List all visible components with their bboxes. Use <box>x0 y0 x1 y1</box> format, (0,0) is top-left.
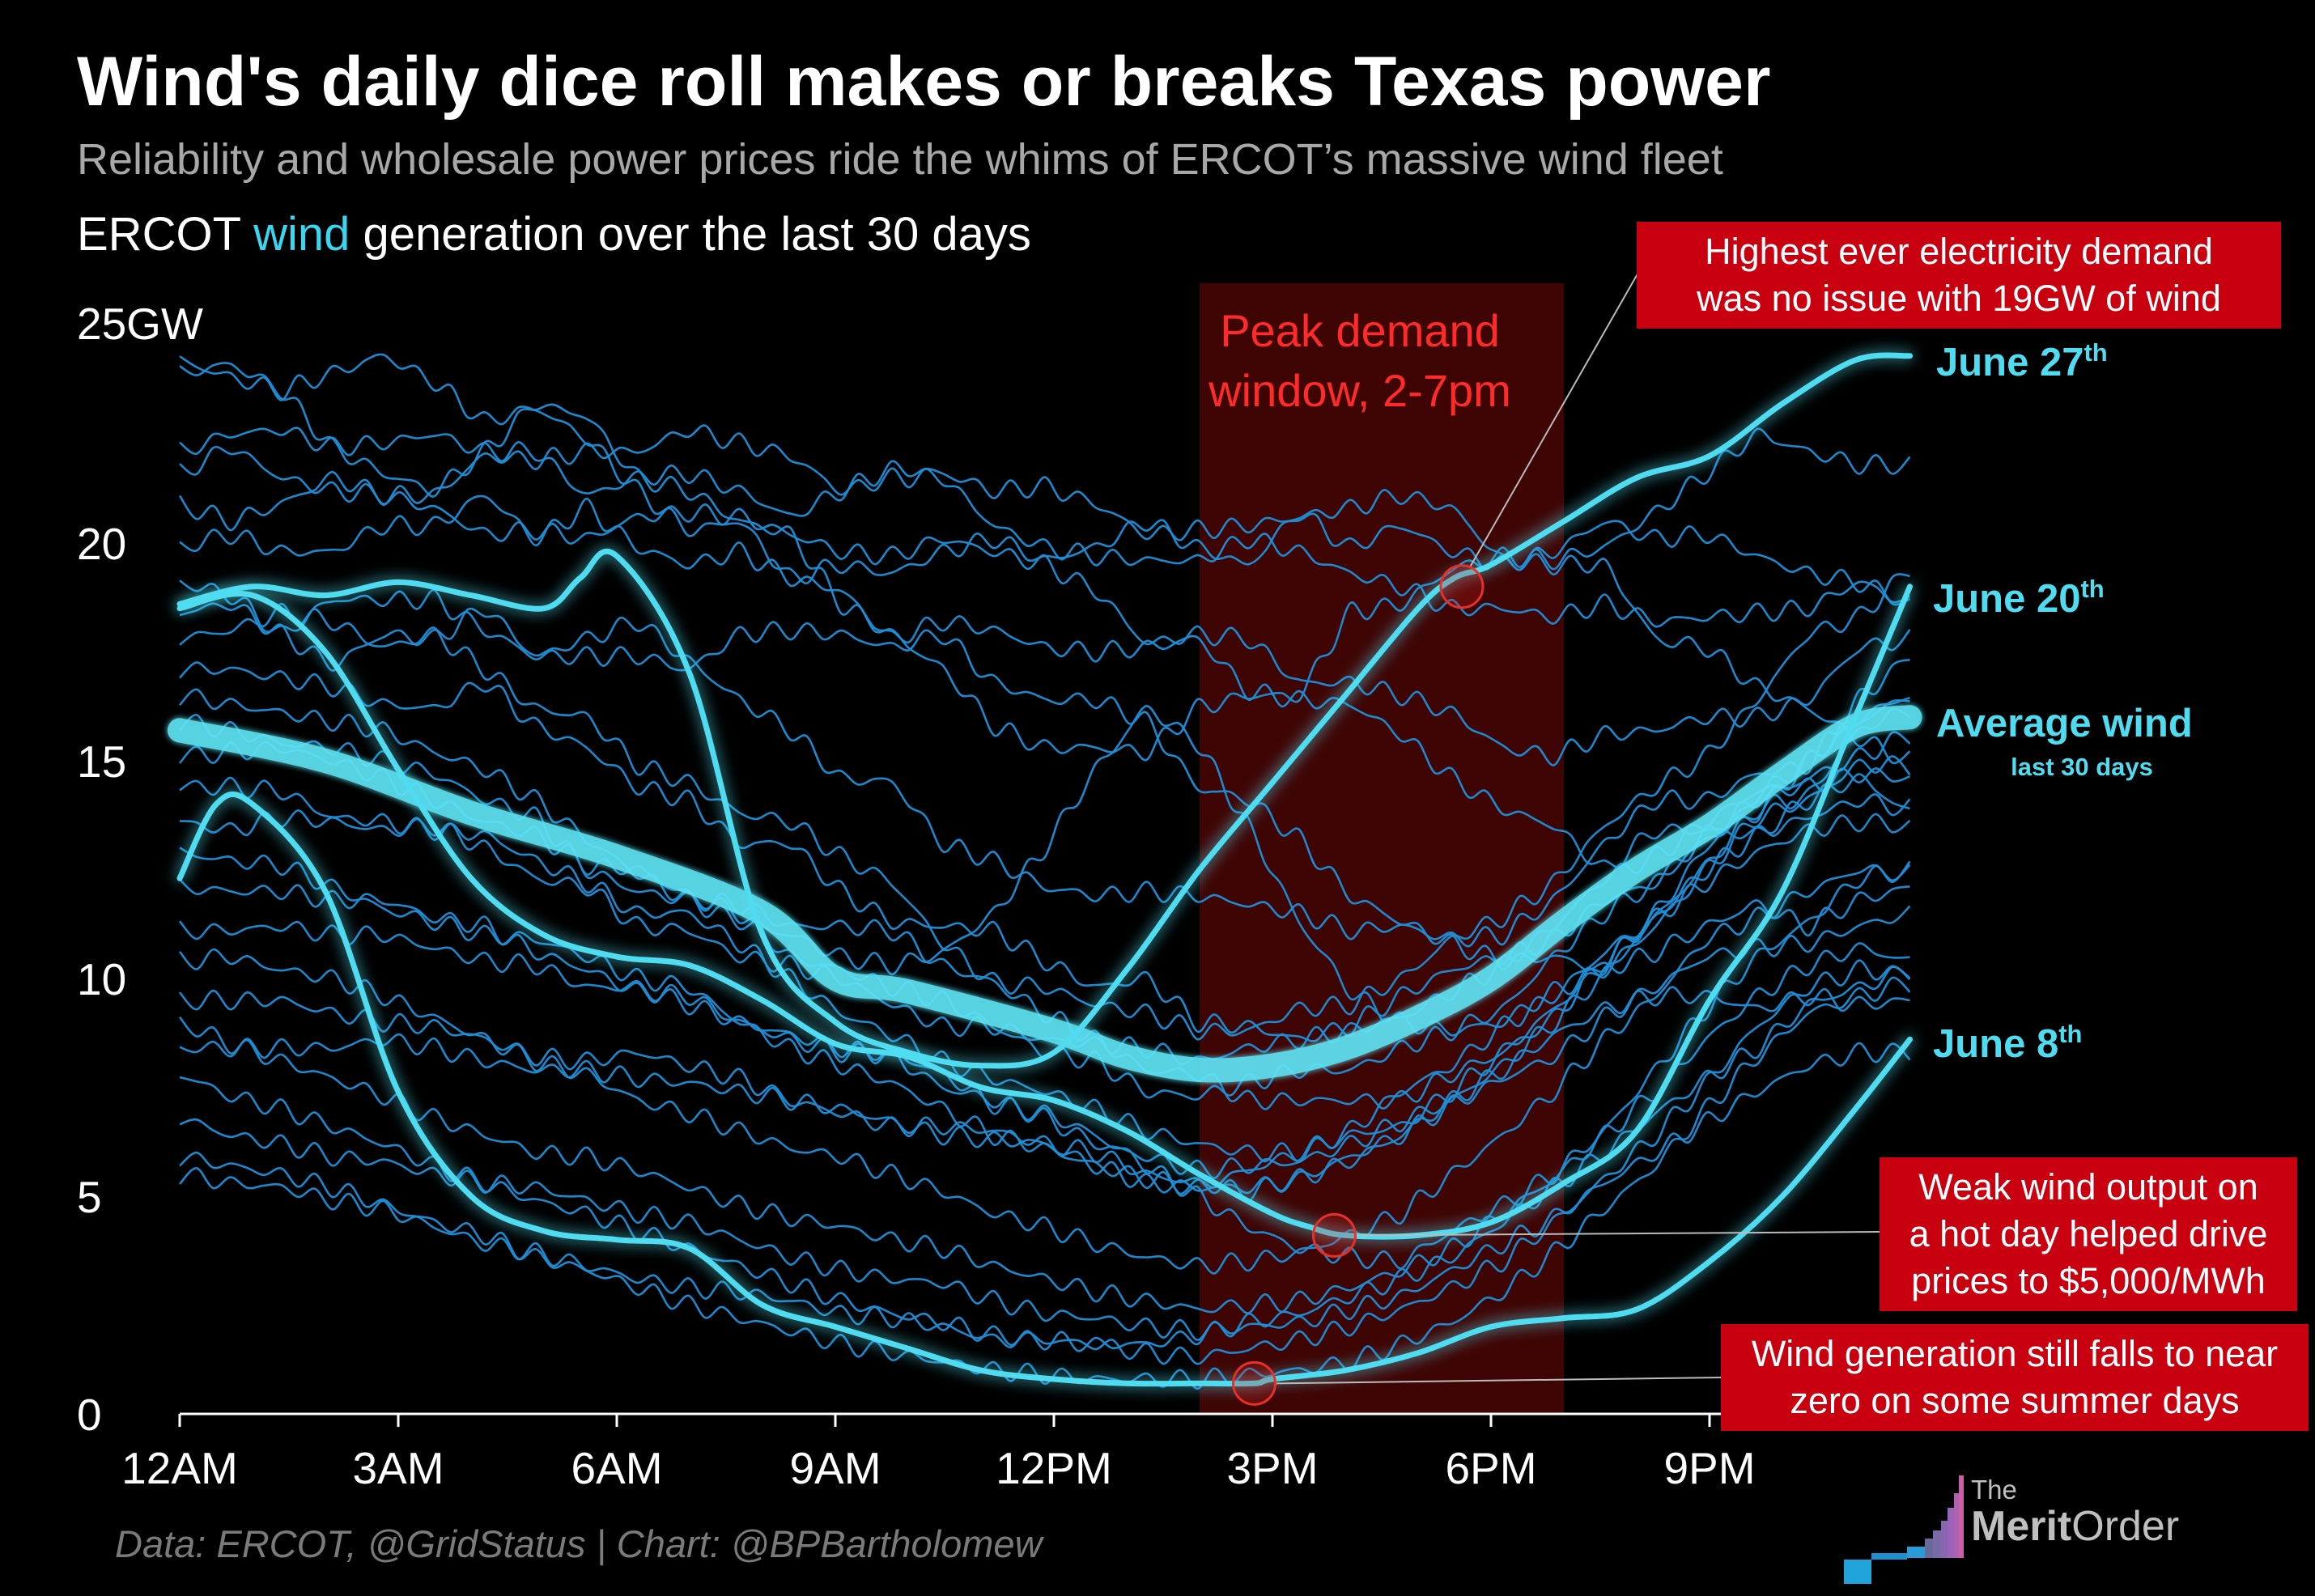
highlight-series-line <box>176 352 1913 1069</box>
callout-weak-wind-line2: a hot day helped drive <box>1909 1213 2268 1254</box>
x-tick-label: 9AM <box>789 1443 881 1493</box>
background-series-line <box>179 579 1910 974</box>
label-june20-sup: th <box>2080 575 2104 603</box>
annotation-marker-circle <box>1439 564 1485 609</box>
annotation-leader-line <box>1469 270 1640 568</box>
background-series-line <box>179 1042 1911 1341</box>
logo-the: The <box>1971 1475 2017 1505</box>
callout-near-zero-line1: Wind generation still falls to near <box>1751 1333 2279 1374</box>
logo-bar <box>1907 1547 1925 1558</box>
callout-weak-wind-line1: Weak wind output on <box>1918 1166 2258 1208</box>
x-tick-label: 12AM <box>121 1443 238 1493</box>
callout-weak-wind: Weak wind output on a hot day helped dri… <box>1880 1157 2297 1311</box>
logo-bar <box>1959 1475 1964 1558</box>
axes-group: 12AM 3AM 6AM 9AM 12PM 3PM 6PM 9PM 0 5 10 15 20 <box>77 519 1910 1493</box>
annotation-leader-line <box>1275 1377 1722 1385</box>
background-series-line <box>179 976 1911 1390</box>
label-june8-sup: th <box>2058 1020 2082 1048</box>
peak-window-label-line1: Peak demand <box>1220 305 1500 356</box>
background-series-group <box>178 353 1911 1390</box>
logo-merit-order: MeritOrder <box>1971 1502 2179 1551</box>
background-series-line <box>179 573 1910 1041</box>
x-tick-label: 12PM <box>996 1443 1112 1493</box>
background-series-line <box>178 424 1911 628</box>
y-tick-label: 0 <box>77 1390 102 1440</box>
callout-near-zero: Wind generation still falls to near zero… <box>1721 1324 2309 1431</box>
y-tick-label: 10 <box>77 954 126 1004</box>
logo-bar <box>1933 1530 1941 1558</box>
background-series-line <box>179 860 1911 1270</box>
background-series-line <box>179 353 1910 606</box>
label-june27: June 27th <box>1936 338 2108 384</box>
callout-near-zero-line2: zero on some summer days <box>1790 1380 2240 1421</box>
highlight-series-line <box>176 791 1913 1387</box>
highlighted-series-group <box>168 352 1922 1387</box>
average-wind-line <box>168 705 1922 1083</box>
callout-record-demand-line1: Highest ever electricity demand <box>1705 231 2213 272</box>
background-series-line <box>179 445 1911 766</box>
x-tick-label: 6PM <box>1445 1443 1536 1493</box>
logo-bar <box>1844 1560 1871 1584</box>
logo-bar <box>1948 1508 1954 1558</box>
heading-suffix: generation over the last 30 days <box>350 208 1031 261</box>
background-series-line <box>179 602 1910 948</box>
callout-weak-wind-line3: prices to $5,000/MWh <box>1911 1260 2266 1301</box>
chart-heading: ERCOT wind generation over the last 30 d… <box>77 207 1031 261</box>
annotation-leader-line <box>1355 1231 1880 1237</box>
chart-title: Wind's daily dice roll makes or breaks T… <box>77 43 1771 121</box>
background-series-line <box>179 986 1910 1195</box>
y-tick-label: 5 <box>77 1172 102 1222</box>
background-series-line <box>179 362 1911 762</box>
background-series-line <box>179 793 1911 1179</box>
background-series-line <box>179 707 1911 1110</box>
callout-record-demand: Highest ever electricity demand was no i… <box>1637 222 2281 329</box>
highlight-series-line <box>176 584 1913 1240</box>
x-tick-label: 9PM <box>1663 1443 1755 1493</box>
background-series-line <box>179 959 1911 1365</box>
annotation-markers <box>1232 270 1880 1406</box>
background-series-line <box>179 696 1910 1164</box>
logo-merit: Merit <box>1971 1503 2072 1550</box>
annotation-marker-circle <box>1312 1212 1357 1258</box>
logo-bar <box>1954 1493 1959 1558</box>
logo-bar <box>1925 1539 1933 1558</box>
background-series-line <box>179 905 1911 1203</box>
heading-highlight: wind <box>253 208 350 261</box>
merit-order-logo-icon <box>1844 1475 1964 1584</box>
y-axis-unit-label: 25GW <box>77 299 203 349</box>
annotation-marker-circle <box>1232 1360 1276 1406</box>
y-tick-label: 15 <box>77 736 126 787</box>
background-series-line <box>179 427 1911 765</box>
x-tick-label: 3AM <box>352 1443 444 1493</box>
chart-subtitle: Reliability and wholesale power prices r… <box>77 135 1723 184</box>
label-june27-name: June 27 <box>1936 341 2084 384</box>
label-june8-name: June 8 <box>1933 1022 2058 1066</box>
background-series-line <box>179 688 1911 1037</box>
label-june27-sup: th <box>2084 338 2107 367</box>
logo-bar <box>1871 1553 1907 1560</box>
callout-record-demand-line2: was no issue with 19GW of wind <box>1697 278 2221 319</box>
source-credit: Data: ERCOT, @GridStatus | Chart: @BPBar… <box>115 1522 1043 1565</box>
label-june8: June 8th <box>1933 1020 2083 1066</box>
background-series-line <box>178 942 1910 1314</box>
heading-prefix: ERCOT <box>77 208 254 261</box>
label-june20-name: June 20 <box>1933 577 2080 621</box>
logo-bar <box>1941 1521 1948 1558</box>
label-june20: June 20th <box>1933 575 2105 621</box>
label-average-wind-sub: last 30 days <box>2011 753 2153 781</box>
y-tick-label: 20 <box>77 519 126 569</box>
label-average-wind: Average wind <box>1936 702 2193 745</box>
x-tick-label: 3PM <box>1226 1443 1318 1493</box>
logo-order: Order <box>2071 1503 2180 1550</box>
x-tick-label: 6AM <box>571 1443 662 1493</box>
background-series-line <box>179 966 1911 1352</box>
peak-window-label-line2: window, 2-7pm <box>1208 365 1511 416</box>
